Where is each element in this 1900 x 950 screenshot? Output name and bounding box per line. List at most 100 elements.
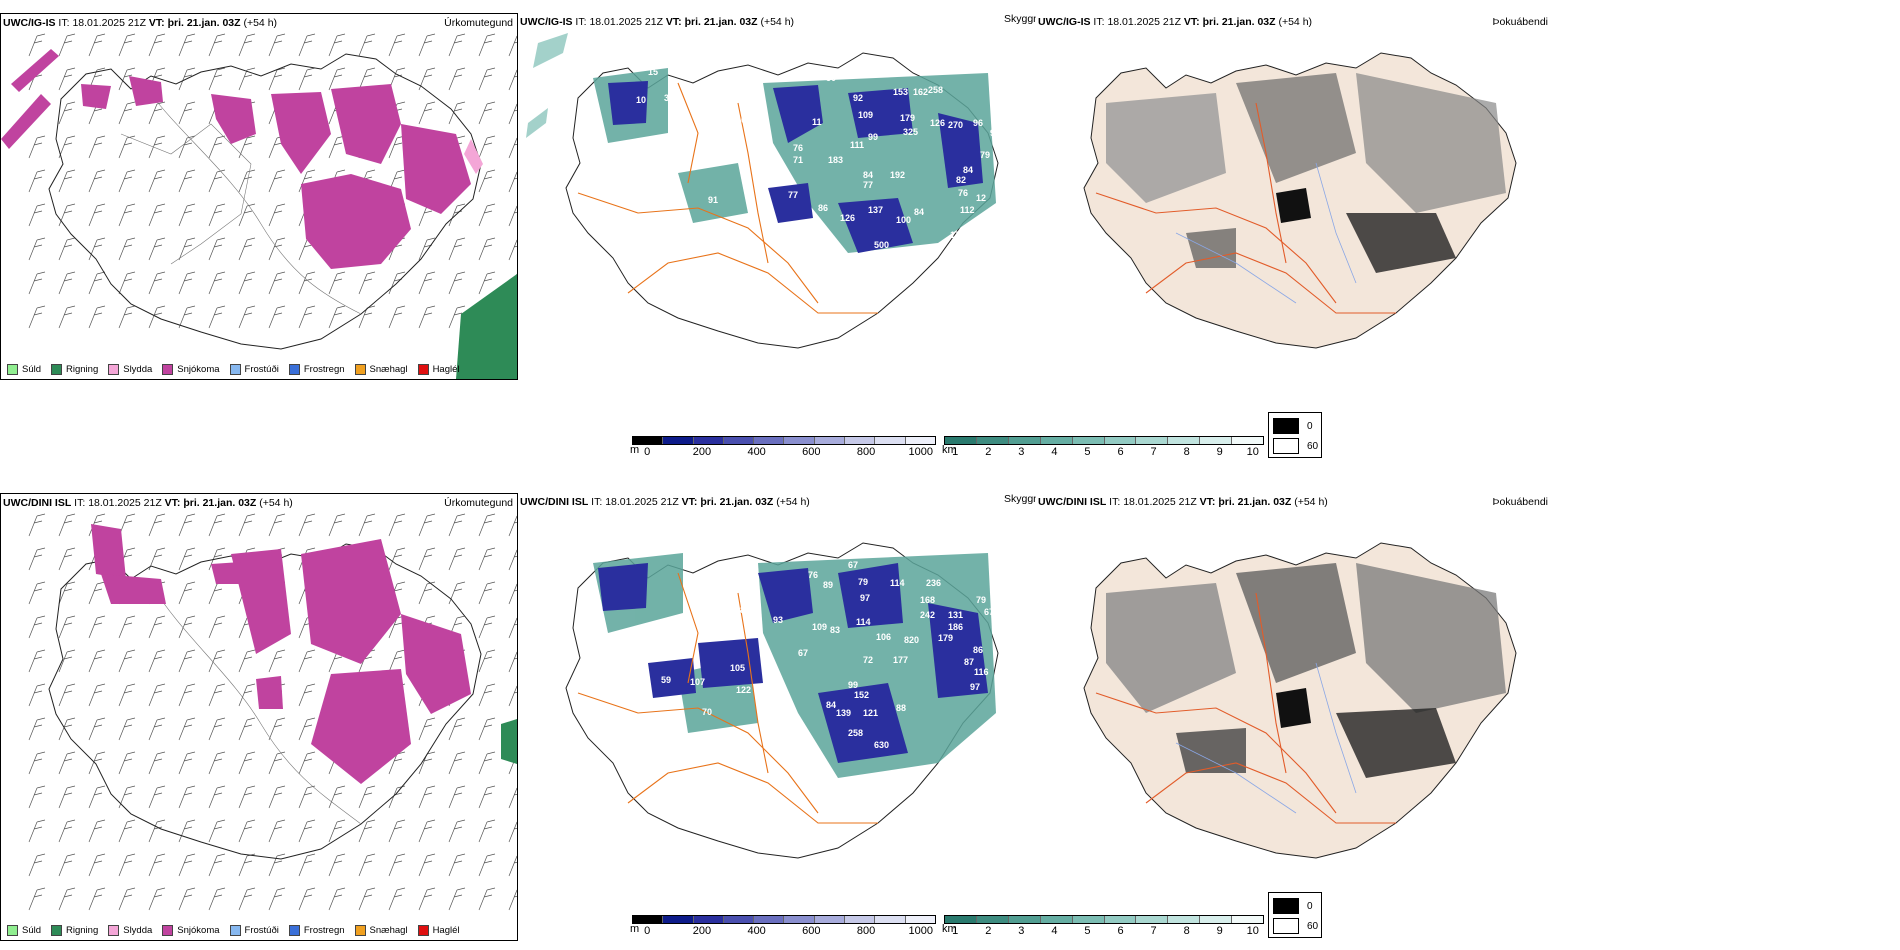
wind-barb: [418, 101, 436, 125]
wind-barb: [268, 887, 286, 911]
wind-barb: [28, 203, 46, 227]
cloud-base-label: 270: [948, 120, 963, 130]
wind-barb: [88, 751, 106, 775]
it-label: IT:: [591, 496, 603, 508]
wind-barb: [28, 751, 46, 775]
colorbar-swatch: [1200, 916, 1233, 923]
wind-barb: [268, 513, 286, 537]
wind-barb: [118, 887, 136, 911]
wind-barb: [418, 887, 436, 911]
precip-type-panel-row1: UWC/IG-IS IT: 18.01.2025 21Z VT: þri. 21…: [0, 13, 518, 380]
colorbar-tick-label: 600: [802, 446, 821, 458]
wind-barb: [268, 305, 286, 329]
cloud-base-label: 258: [928, 85, 943, 95]
wind-barb: [478, 33, 496, 57]
colorbar-swatch: [1136, 437, 1169, 444]
visibility-unit: km: [942, 444, 957, 456]
cloud-base-label: 10: [636, 95, 646, 105]
fog-map-row1: [1083, 52, 1517, 349]
colorbar-tick-label: 8: [1183, 446, 1190, 458]
visibility-colorbar-ticks: 1 2 3 4 5 6 7 8 9 10: [944, 445, 1264, 459]
height-label: 116: [974, 667, 989, 677]
wind-barb: [508, 583, 517, 605]
height-label: 67: [984, 607, 994, 617]
legend-swatch: [7, 364, 18, 375]
cloud-base-label: 100: [896, 215, 911, 225]
colorbar-swatch: [845, 916, 876, 923]
model-name: UWC/IG-IS: [3, 17, 56, 29]
vt-label: VT:: [1183, 16, 1200, 28]
wind-barb: [448, 853, 466, 877]
wind-barb: [238, 203, 256, 227]
legend-swatch: [229, 925, 241, 936]
colorbar-swatch: [945, 437, 977, 444]
colorbar-swatch: [1072, 437, 1105, 444]
legend-label: Slydda: [123, 364, 153, 375]
wind-barb: [508, 821, 517, 843]
cloud-base-label: 109: [812, 622, 827, 632]
wind-barb: [268, 169, 286, 193]
wind-barb: [418, 581, 436, 605]
cloud-base-label: 137: [868, 205, 883, 215]
wind-barb: [478, 683, 496, 707]
wind-barb: [418, 305, 436, 329]
wind-barb: [58, 615, 76, 639]
wind-barb: [88, 683, 106, 707]
cloud-base-label: 76: [808, 570, 818, 580]
wind-barb: [388, 305, 406, 329]
colorbar-swatch: [905, 437, 935, 444]
cloud-base-label: 107: [690, 677, 705, 687]
wind-barb: [268, 785, 286, 809]
wind-barb: [418, 819, 436, 843]
snow-areas-row1: [81, 76, 471, 269]
wind-barb: [58, 717, 76, 741]
wind-barb: [88, 169, 106, 193]
wind-barb: [208, 853, 226, 877]
cloud-base-label: 76: [793, 143, 803, 153]
wind-barb: [418, 33, 436, 57]
visibility-colorbar-row2: 1 2 3 4 5 6 7 8 9 10 km: [942, 915, 1264, 938]
wind-barb: [148, 513, 166, 537]
cloud-base-label: 179: [900, 113, 915, 123]
wind-barb: [508, 103, 517, 125]
legend-item: Rigning: [51, 364, 98, 375]
wind-barb: [298, 717, 316, 741]
wind-barb: [478, 67, 496, 91]
wind-barb: [148, 853, 166, 877]
lead-time: (+54 h): [1278, 16, 1313, 28]
wind-barb: [478, 615, 496, 639]
wind-barb: [508, 685, 517, 707]
wind-barb: [58, 887, 76, 911]
wind-barb: [208, 305, 226, 329]
valid-time: þri. 21.jan. 03Z: [684, 16, 758, 28]
header-row1-panel3: UWC/IG-IS IT: 18.01.2025 21Z VT: þri. 21…: [1038, 16, 1312, 28]
wind-barb: [508, 239, 517, 261]
wind-barb: [118, 717, 136, 741]
cloudbase-visibility-panel-row1: 50 92 153 162 258 109 179 325 126 270 11 99 111 183 84…: [518, 13, 1036, 380]
wind-barb: [418, 547, 436, 571]
colorbar-tick-label: 200: [692, 446, 712, 458]
wind-barb: [28, 785, 46, 809]
wind-barb: [328, 819, 346, 843]
init-time: 18.01.2025 21Z: [88, 497, 162, 509]
wind-barb: [238, 237, 256, 261]
cloud-base-label: 99: [868, 132, 878, 142]
wind-barb: [268, 237, 286, 261]
wind-barb: [88, 581, 106, 605]
wind-barb: [178, 853, 196, 877]
cloud-base-label: 630: [874, 740, 889, 750]
fog-shading-row2: [1106, 563, 1506, 778]
wind-barb: [448, 581, 466, 605]
cloud-base-label: 92: [853, 93, 863, 103]
wind-barb: [28, 581, 46, 605]
wind-barb: [208, 271, 226, 295]
model-name: UWC/IG-IS: [520, 16, 573, 28]
cloud-base-label: 83: [830, 625, 840, 635]
wind-barb: [478, 581, 496, 605]
colorbar-swatch: [693, 437, 724, 444]
cloud-base-label: 139: [836, 708, 851, 718]
legend-label: Frostúði: [244, 364, 279, 375]
colorbar-tick-label: 0: [644, 446, 651, 458]
